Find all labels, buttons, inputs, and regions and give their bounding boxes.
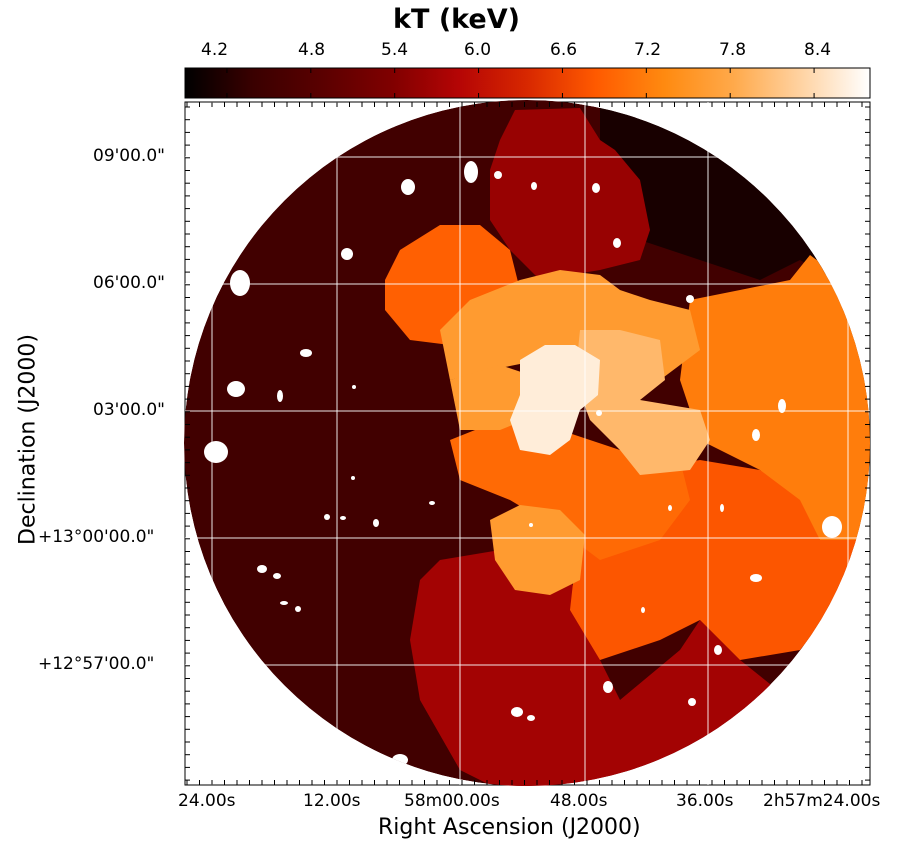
axis-ticks (185, 102, 870, 785)
colorbar-tick-label: 4.8 (298, 40, 326, 60)
region-north-lobe (490, 108, 650, 280)
colorbar-tick-label: 5.4 (381, 40, 409, 60)
x-tick-label: 24.00s (178, 791, 236, 811)
region-core (510, 345, 600, 455)
x-tick-label: 36.00s (676, 791, 734, 811)
colorbar-ticks (226, 68, 815, 98)
colorbar-tick-label: 6.6 (550, 40, 578, 60)
masked-sources (204, 161, 842, 766)
region-southwest-blob (490, 505, 585, 595)
y-tick-label: 03'00.0" (93, 400, 165, 420)
x-axis-label: Right Ascension (J2000) (378, 815, 641, 840)
x-tick-label: 58m00.00s (404, 791, 500, 811)
x-tick-label: 48.00s (550, 791, 608, 811)
colorbar-tick-label: 7.2 (634, 40, 662, 60)
colorbar-tick-label: 7.8 (719, 40, 747, 60)
y-tick-label: +13°00'00.0" (38, 527, 155, 547)
region-inner-ring (575, 330, 710, 475)
region-south-lobe (410, 550, 790, 786)
colorbar (184, 67, 871, 99)
colorbar-tick-label: 4.2 (201, 40, 229, 60)
y-tick-label: +12°57'00.0" (38, 654, 155, 674)
colorbar-tick-label: 6.0 (464, 40, 492, 60)
y-tick-label: 09'00.0" (93, 146, 165, 166)
x-tick-label: 2h57m24.00s (763, 791, 881, 811)
y-tick-label: 06'00.0" (93, 273, 165, 293)
x-tick-label: 12.00s (303, 791, 361, 811)
region-west-ring (450, 365, 530, 430)
colorbar-tick-label: 8.4 (804, 40, 832, 60)
region-east-sector (680, 255, 870, 540)
y-axis-label: Declination (J2000) (15, 334, 41, 545)
colorbar-title: kT (keV) (393, 4, 520, 35)
temperature-map (184, 100, 870, 786)
grid (185, 102, 870, 785)
